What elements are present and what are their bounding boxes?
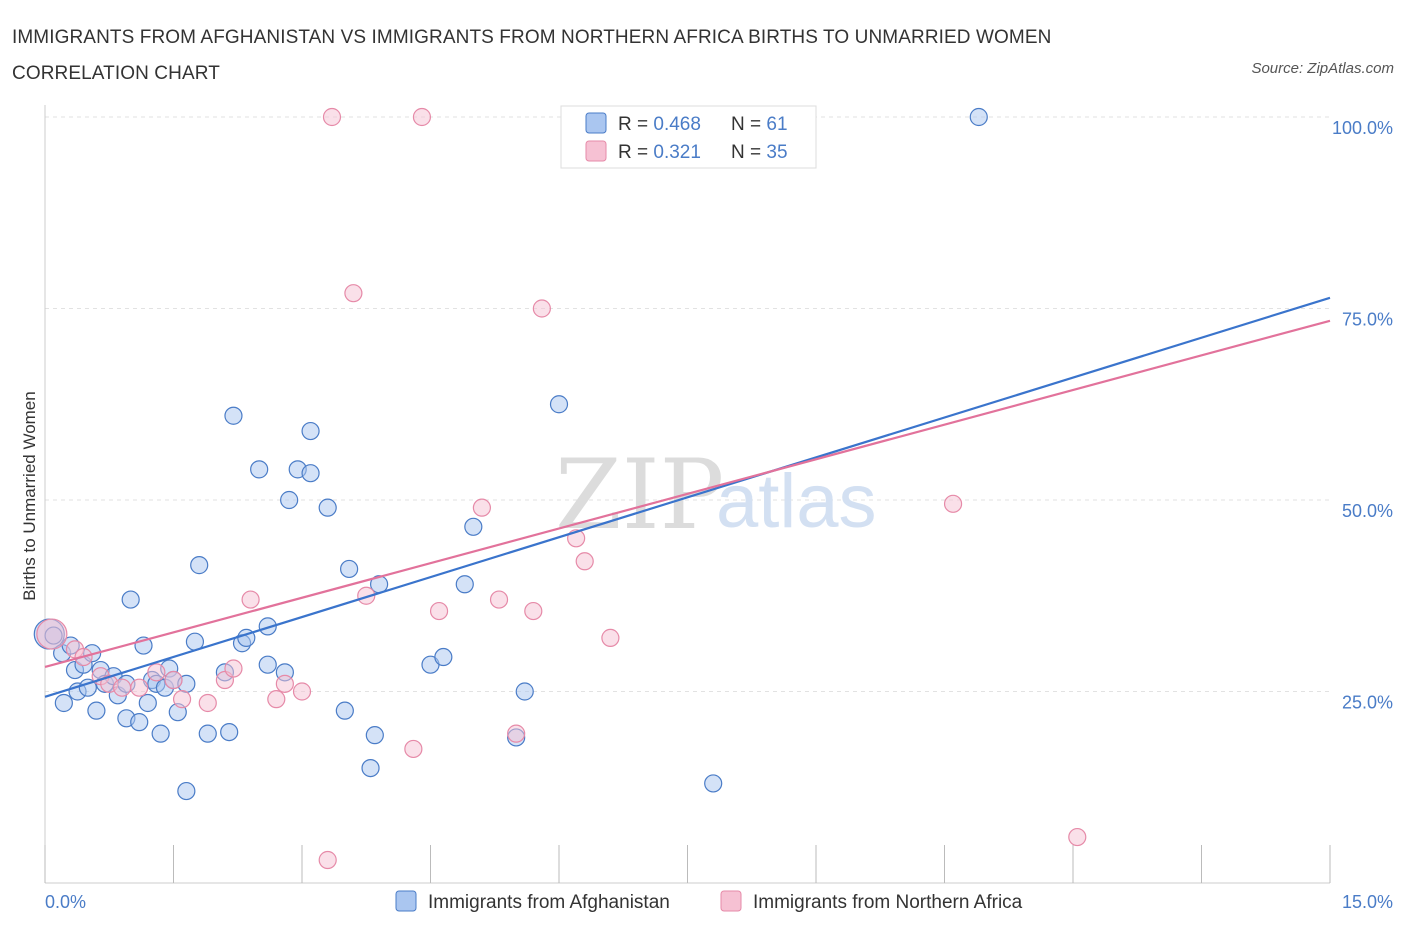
point-northern-africa-15 — [275, 674, 294, 693]
stats-r-value-1: 0.468 — [653, 114, 701, 135]
point-afghanistan-44 — [301, 464, 320, 483]
point-northern-africa-6 — [130, 678, 149, 697]
point-afghanistan-42 — [280, 490, 299, 510]
chart-title: IMMIGRANTS FROM AFGHANISTAN VS IMMIGRANT… — [12, 27, 1052, 84]
point-afghanistan-3 — [54, 693, 73, 713]
point-afghanistan-35 — [224, 406, 243, 425]
point-northern-africa-22 — [412, 107, 432, 127]
point-afghanistan-57 — [515, 682, 534, 701]
point-afghanistan-38 — [250, 460, 269, 479]
svg-text:N = 35: N = 35 — [731, 142, 788, 163]
point-northern-africa-24 — [472, 498, 491, 517]
source-note: Source: ZipAtlas.com — [1251, 60, 1394, 77]
point-northern-africa-5 — [112, 678, 132, 697]
point-afghanistan-8 — [78, 678, 97, 697]
point-northern-africa-20 — [357, 586, 376, 605]
point-afghanistan-49 — [361, 758, 380, 778]
stats-n-label-2: N = — [731, 142, 766, 163]
data-points — [33, 107, 1087, 870]
y-tick-label-1: 50.0% — [1342, 501, 1393, 521]
point-afghanistan-46 — [318, 498, 337, 517]
svg-text:R = 0.468: R = 0.468 — [618, 114, 701, 135]
svg-text:N = 61: N = 61 — [731, 114, 788, 135]
point-northern-africa-23 — [429, 601, 449, 621]
point-afghanistan-58 — [549, 395, 569, 414]
point-afghanistan-47 — [335, 701, 354, 720]
stats-r-label-2: R = — [618, 142, 653, 163]
axes — [44, 105, 1331, 884]
point-northern-africa-8 — [164, 670, 183, 690]
point-northern-africa-7 — [147, 663, 166, 682]
y-tick-label-3: 100.0% — [1332, 118, 1393, 138]
point-northern-africa-25 — [489, 590, 509, 609]
point-afghanistan-48 — [340, 559, 359, 579]
stats-r-label-1: R = — [618, 114, 653, 135]
stats-swatch-northern-africa — [585, 140, 607, 162]
point-northern-africa-13 — [241, 590, 260, 609]
stats-n-value-1: 61 — [766, 114, 787, 135]
trend-line-afghanistan — [44, 296, 1331, 698]
point-northern-africa-19 — [344, 284, 363, 303]
trend-lines — [44, 296, 1331, 698]
point-northern-africa-17 — [318, 850, 337, 870]
point-northern-africa-14 — [267, 690, 286, 709]
point-afghanistan-23 — [151, 724, 170, 743]
stats-legend: R = 0.468 N = 61 R = 0.321 N = 35 — [560, 105, 817, 169]
point-northern-africa-18 — [322, 107, 342, 127]
series-legend: Immigrants from Afghanistan Immigrants f… — [395, 890, 1023, 913]
point-northern-africa-34 — [1068, 827, 1087, 847]
point-afghanistan-59 — [704, 774, 723, 793]
x-tick-label-min: 0.0% — [45, 892, 86, 912]
svg-text:R = 0.321: R = 0.321 — [618, 142, 701, 163]
point-northern-africa-26 — [507, 724, 526, 743]
point-afghanistan-10 — [87, 701, 106, 720]
stats-n-value-2: 35 — [766, 142, 787, 163]
point-northern-africa-16 — [292, 682, 312, 701]
trend-line-northern-africa — [44, 319, 1331, 669]
y-tick-label-2: 75.0% — [1342, 310, 1393, 330]
point-afghanistan-50 — [365, 726, 384, 745]
legend-swatch-northern-africa — [720, 890, 742, 912]
gridlines — [45, 116, 1330, 692]
point-northern-africa-33 — [943, 494, 963, 513]
point-northern-africa-9 — [172, 690, 192, 709]
stats-swatch-afghanistan — [585, 112, 607, 134]
point-afghanistan-45 — [301, 421, 320, 441]
stats-n-label-1: N = — [731, 114, 766, 135]
y-tick-labels: 25.0% 50.0% 75.0% 100.0% — [1332, 118, 1393, 713]
point-afghanistan-40 — [258, 655, 277, 674]
point-afghanistan-39 — [258, 617, 277, 636]
point-afghanistan-60 — [969, 107, 988, 127]
y-tick-label-0: 25.0% — [1342, 693, 1393, 713]
point-northern-africa-21 — [404, 739, 423, 759]
point-afghanistan-20 — [138, 693, 157, 713]
point-afghanistan-17 — [121, 590, 140, 609]
point-northern-africa-12 — [224, 659, 243, 678]
point-afghanistan-55 — [464, 517, 483, 536]
point-northern-africa-27 — [524, 601, 543, 621]
legend-label-northern-africa: Immigrants from Northern Africa — [753, 892, 1023, 913]
point-afghanistan-18 — [130, 713, 149, 732]
point-afghanistan-53 — [434, 647, 453, 667]
point-northern-africa-28 — [532, 299, 551, 318]
point-afghanistan-34 — [220, 722, 239, 742]
legend-swatch-afghanistan — [395, 890, 417, 912]
point-afghanistan-32 — [198, 724, 217, 743]
stats-r-value-2: 0.321 — [653, 142, 701, 163]
point-northern-africa-30 — [575, 552, 594, 571]
point-afghanistan-29 — [177, 781, 196, 801]
watermark-atlas: atlas — [716, 459, 877, 544]
legend-label-afghanistan: Immigrants from Afghanistan — [428, 892, 670, 913]
x-tick-label-max: 15.0% — [1342, 892, 1393, 912]
point-northern-africa-31 — [601, 628, 620, 647]
y-axis-label: Births to Unmarried Women — [20, 391, 39, 600]
point-afghanistan-31 — [190, 556, 209, 575]
point-northern-africa-0 — [36, 618, 68, 650]
point-afghanistan-54 — [455, 575, 474, 594]
point-northern-africa-10 — [198, 693, 217, 713]
